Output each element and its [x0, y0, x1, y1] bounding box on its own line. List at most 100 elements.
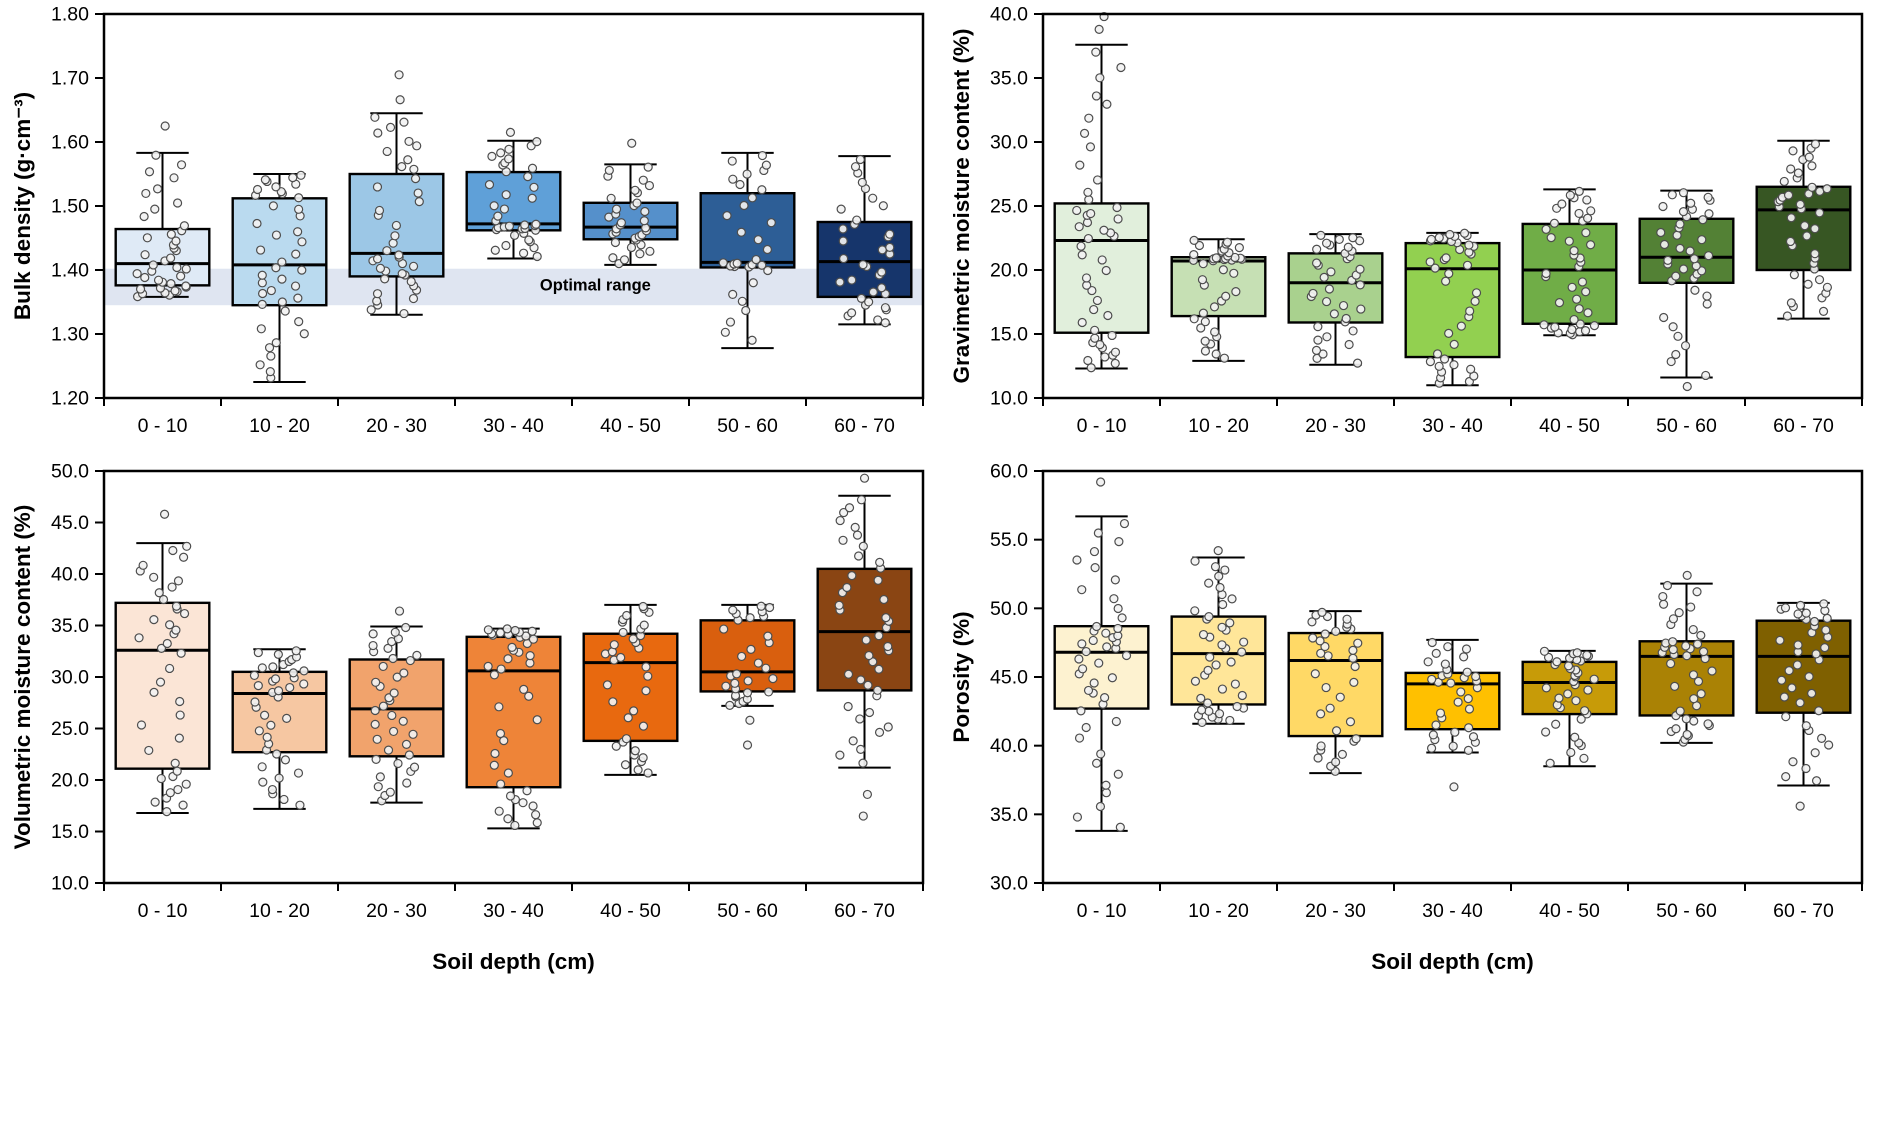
data-point — [1701, 370, 1711, 381]
data-point — [1204, 706, 1214, 716]
data-point — [1321, 238, 1332, 248]
data-point — [1348, 326, 1358, 336]
data-point — [1795, 600, 1806, 610]
outlier-point — [1213, 546, 1223, 556]
data-point — [166, 279, 176, 289]
data-point — [489, 760, 499, 770]
box-group-4 — [465, 624, 562, 831]
data-point — [413, 188, 423, 198]
data-point — [1807, 182, 1817, 192]
y-tick-label: 40.0 — [51, 564, 89, 586]
data-point — [880, 318, 890, 328]
data-point — [1440, 659, 1450, 669]
data-point — [165, 620, 175, 630]
data-point — [1444, 328, 1454, 338]
data-point — [873, 315, 883, 325]
data-point — [1441, 276, 1451, 286]
data-point — [527, 626, 537, 636]
data-point — [1119, 518, 1130, 529]
data-point — [1331, 626, 1341, 636]
x-category-label: 10 - 20 — [249, 415, 310, 437]
data-point — [288, 668, 299, 678]
data-point — [1110, 358, 1120, 369]
box — [582, 632, 679, 743]
data-point — [1316, 230, 1326, 240]
data-point — [383, 643, 393, 654]
data-point — [1462, 260, 1473, 270]
data-point — [1541, 683, 1551, 693]
data-point — [162, 638, 172, 649]
data-point — [638, 601, 648, 612]
data-point — [1678, 188, 1689, 198]
data-point — [757, 260, 767, 270]
data-point — [1807, 161, 1817, 171]
data-point — [616, 652, 626, 663]
data-point — [1659, 312, 1669, 323]
data-point — [608, 697, 618, 707]
data-point — [1811, 776, 1822, 786]
data-point — [380, 274, 390, 284]
box-group-7 — [1755, 599, 1852, 811]
data-point — [1804, 671, 1814, 682]
data-point — [1795, 698, 1805, 708]
data-point — [387, 710, 397, 721]
data-point — [408, 261, 419, 271]
data-point — [644, 180, 655, 191]
data-point — [1468, 732, 1479, 742]
data-point — [1580, 326, 1591, 336]
data-point — [1078, 664, 1088, 674]
data-point — [728, 174, 738, 184]
data-point — [493, 211, 503, 221]
y-tick-label: 30.0 — [990, 132, 1028, 154]
data-point — [719, 624, 729, 634]
y-tick-label: 35.0 — [990, 804, 1028, 826]
data-point — [1822, 282, 1832, 292]
data-point — [1577, 277, 1588, 287]
panel-volumetric-moisture: 10.0 15.0 20.0 25.0 30.0 35.0 40.0 45.0 50.0 0 - … — [0, 457, 939, 1141]
data-point — [1551, 719, 1561, 729]
data-point — [179, 221, 190, 231]
data-point — [1434, 361, 1444, 371]
data-point — [858, 260, 868, 270]
data-point — [296, 170, 306, 180]
data-point — [373, 782, 383, 792]
data-point — [150, 204, 160, 214]
data-point — [861, 635, 871, 645]
data-point — [297, 265, 307, 275]
data-point — [1702, 299, 1712, 309]
data-point — [873, 575, 883, 585]
data-point — [1780, 603, 1791, 613]
data-point — [522, 786, 532, 796]
box-group-3 — [1287, 607, 1384, 776]
y-tick-label: 45.0 — [51, 512, 89, 534]
y-tick-label: 10.0 — [990, 388, 1028, 410]
box — [1404, 241, 1501, 359]
data-point — [1448, 741, 1458, 751]
data-point — [1579, 753, 1589, 763]
data-point — [253, 647, 263, 658]
data-point — [1702, 291, 1712, 301]
data-point — [855, 154, 865, 165]
data-point — [1221, 291, 1231, 301]
data-point — [370, 719, 380, 729]
y-tick-label: 25.0 — [990, 196, 1028, 218]
data-point — [1569, 314, 1579, 325]
x-category-label: 30 - 40 — [1422, 900, 1483, 922]
data-point — [1564, 236, 1574, 246]
data-point — [1200, 317, 1210, 327]
data-point — [388, 726, 399, 737]
data-point — [1792, 660, 1803, 670]
data-point — [1356, 304, 1366, 314]
data-point — [1659, 239, 1670, 250]
data-point — [1230, 679, 1240, 689]
data-point — [883, 722, 893, 732]
y-tick-label: 1.40 — [51, 260, 89, 282]
data-point — [140, 272, 150, 283]
data-point — [1077, 639, 1087, 649]
data-point — [266, 720, 276, 730]
data-point — [257, 288, 268, 299]
data-point — [250, 697, 260, 707]
y-tick-label: 20.0 — [51, 770, 89, 792]
data-point — [408, 729, 418, 739]
data-point — [737, 651, 747, 662]
